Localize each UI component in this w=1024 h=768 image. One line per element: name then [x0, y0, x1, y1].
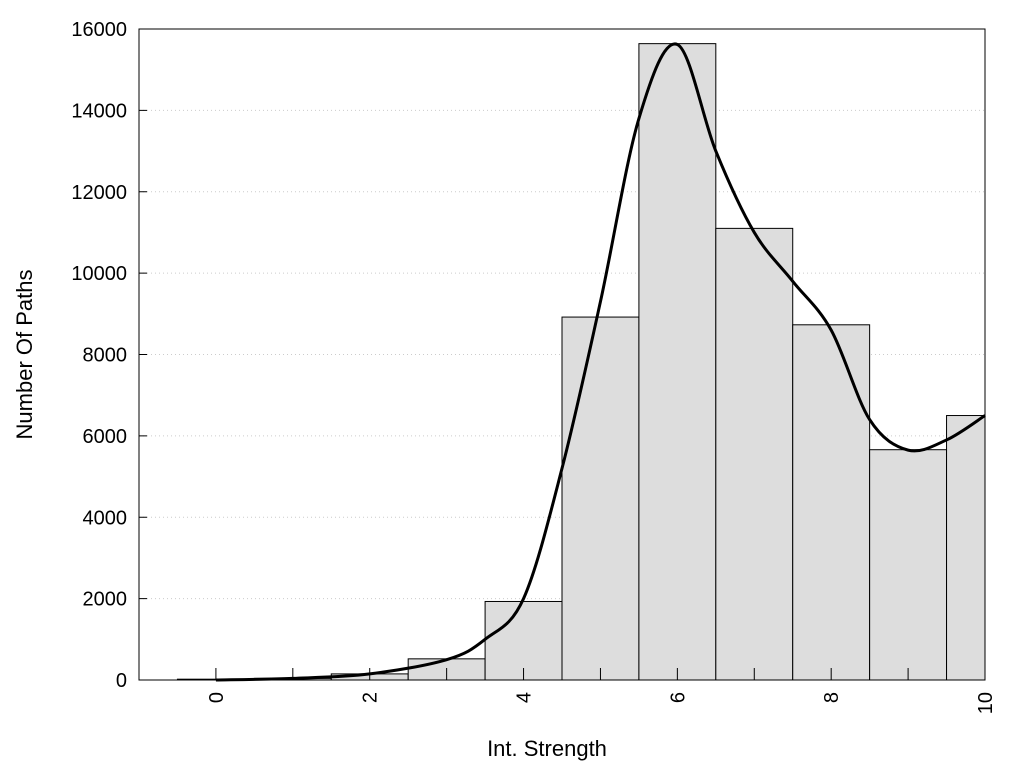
- bar: [946, 415, 986, 681]
- y-tick-label: 2000: [83, 589, 128, 611]
- bar: [561, 316, 640, 681]
- density-curve: [215, 42, 986, 682]
- bars: [176, 43, 986, 681]
- bar: [638, 43, 717, 681]
- bar: [715, 227, 794, 681]
- bar: [484, 600, 563, 681]
- y-tick-label: 4000: [83, 507, 128, 529]
- x-tick-label: 10: [975, 692, 997, 714]
- y-tick-label: 10000: [71, 263, 127, 285]
- x-tick-label: 0: [206, 692, 228, 703]
- y-tick-label: 8000: [83, 345, 128, 367]
- bar: [792, 324, 871, 681]
- x-tick-label: 8: [821, 692, 843, 703]
- y-axis-ticks: 0 2000 4000 6000 8000 10000 12000 14000 16000: [71, 19, 147, 692]
- y-tick-label: 16000: [71, 19, 127, 41]
- x-axis-label: Int. Strength: [487, 736, 607, 761]
- x-tick-label: 2: [360, 692, 382, 703]
- y-axis-label: Number Of Paths: [12, 270, 37, 440]
- y-tick-label: 12000: [71, 182, 127, 204]
- x-tick-label: 6: [667, 692, 689, 703]
- bar: [869, 449, 948, 681]
- y-tick-label: 0: [116, 670, 127, 692]
- y-tick-label: 6000: [83, 426, 128, 448]
- y-tick-label: 14000: [71, 100, 127, 122]
- x-tick-label: 4: [514, 692, 536, 703]
- density-curve-line: [215, 42, 986, 682]
- x-axis-ticks: 0 2 4 6 8 10: [206, 668, 997, 714]
